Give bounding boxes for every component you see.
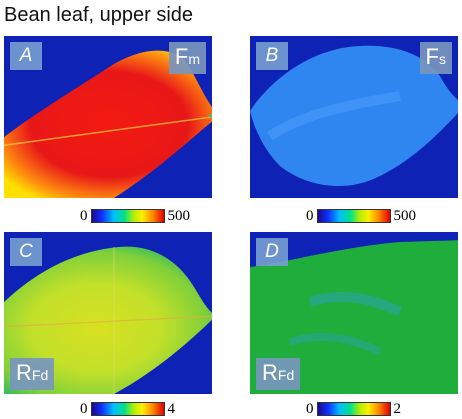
scale-max-c: 4	[167, 400, 176, 417]
scale-min-a: 0	[80, 207, 88, 224]
figure-title: Bean leaf, upper side	[4, 4, 194, 26]
panel-c: C RFd	[4, 232, 212, 394]
scale-min-d: 0	[306, 400, 314, 417]
leaf-image-c	[4, 246, 212, 394]
scale-max-d: 2	[393, 400, 402, 417]
parameter-label-rfd-d: RFd	[256, 358, 301, 390]
colorbar-b	[316, 209, 391, 223]
color-scale-d: 0 2	[306, 399, 401, 419]
leaf-image-b	[250, 45, 458, 186]
color-scale-c: 0 4	[80, 399, 175, 419]
colorbar-a	[90, 209, 165, 223]
parameter-label-fm: Fm	[168, 42, 206, 74]
leaf-image-a	[4, 50, 212, 198]
scale-min-b: 0	[306, 207, 314, 224]
scale-max-b: 500	[393, 207, 417, 224]
color-scale-b: 0 500	[306, 206, 416, 226]
panel-a: A Fm	[4, 36, 212, 198]
parameter-label-rfd-c: RFd	[10, 358, 55, 390]
colorbar-d	[316, 402, 391, 416]
leaf-image-d	[250, 240, 458, 394]
panel-b: B Fs	[250, 36, 458, 198]
panel-letter-a: A	[10, 42, 42, 70]
panel-d: D RFd	[250, 232, 458, 394]
colorbar-c	[90, 402, 165, 416]
scale-min-c: 0	[80, 400, 88, 417]
panel-letter-d: D	[256, 238, 288, 266]
scale-max-a: 500	[167, 207, 191, 224]
panel-letter-c: C	[10, 238, 42, 266]
parameter-label-fs: Fs	[419, 42, 452, 74]
color-scale-a: 0 500	[80, 206, 190, 226]
panel-letter-b: B	[256, 42, 288, 70]
